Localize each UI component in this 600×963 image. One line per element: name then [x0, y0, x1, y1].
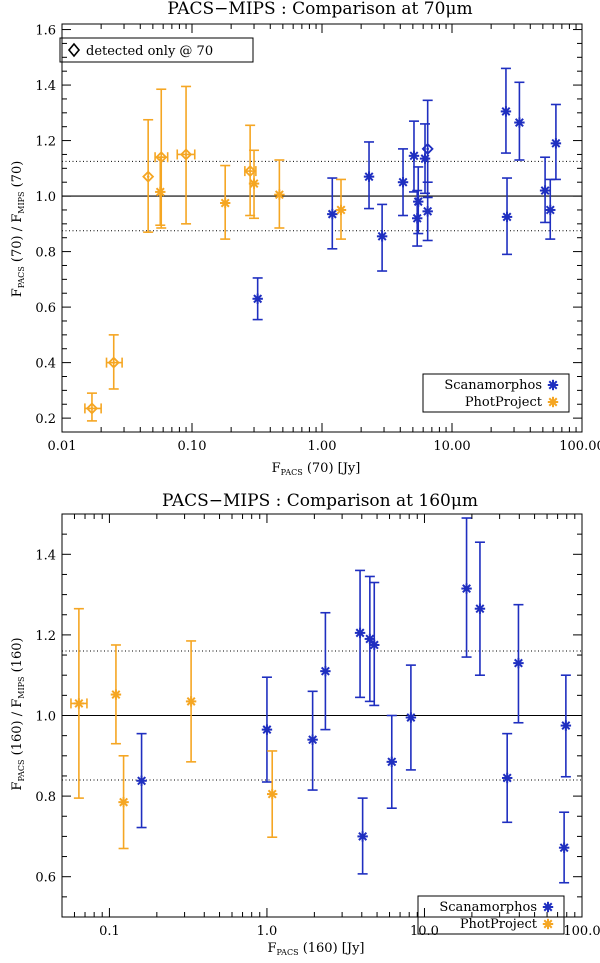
- plot-frame: [61, 23, 583, 433]
- y-tick-label: 1.4: [35, 79, 56, 94]
- x-tick-label: 0.01: [48, 439, 77, 454]
- x-axis-ticks: [61, 24, 583, 432]
- series-photproject: [155, 149, 347, 240]
- x-axis-ticks: [61, 514, 583, 917]
- data-point: [369, 581, 380, 707]
- legend-marker-scanamorphos: [547, 379, 559, 391]
- data-point: [267, 750, 278, 839]
- x-tick-label: 100.0: [563, 924, 600, 939]
- x-tick-label: 0.1: [99, 924, 120, 939]
- y-tick-label: 0.2: [35, 412, 56, 427]
- x-axis-label: FPACS (70) [Jy]: [272, 461, 361, 477]
- data-point: [274, 159, 285, 229]
- y-tick-label: 1.2: [35, 135, 56, 150]
- data-point: [70, 607, 88, 799]
- data-point: [335, 178, 347, 240]
- y-tick-label: 0.8: [35, 246, 56, 261]
- y-tick-label: 0.6: [35, 301, 56, 316]
- y-tick-label: 1.0: [35, 710, 56, 725]
- data-point: [514, 81, 525, 161]
- data-point: [176, 85, 196, 225]
- y-tick-label: 0.8: [35, 790, 56, 805]
- legend-marker-photproject: [542, 918, 554, 930]
- plot-area: [61, 23, 583, 433]
- chart-title: PACS−MIPS : Comparison at 70μm: [167, 0, 472, 19]
- x-tick-label: 1.0: [257, 924, 278, 939]
- data-point: [136, 732, 147, 829]
- chart-title: PACS−MIPS : Comparison at 160μm: [162, 491, 478, 511]
- series-scanamorphos: [136, 517, 572, 884]
- y-tick-label: 0.4: [35, 357, 56, 372]
- data-point: [110, 644, 122, 745]
- data-point: [539, 156, 551, 224]
- data-point: [386, 714, 397, 809]
- data-point: [320, 611, 331, 731]
- legend-label-scanamorphos: Scanamorphos: [444, 378, 542, 393]
- series-detected-only: [84, 85, 434, 422]
- data-point: [376, 203, 388, 272]
- y-tick-label: 1.0: [35, 190, 56, 205]
- legend: Scanamorphos PhotProject: [422, 373, 570, 413]
- data-point: [501, 177, 513, 256]
- x-tick-label: 10.0: [410, 924, 439, 939]
- data-point: [550, 103, 562, 181]
- x-tick-label: 1.00: [308, 439, 337, 454]
- data-point: [500, 67, 512, 154]
- data-point: [397, 148, 409, 217]
- x-tick-label: 0.10: [178, 439, 207, 454]
- chart-160um: PACS−MIPS : Comparison at 160μm FPACS (1…: [10, 491, 600, 957]
- detected-only-label: detected only @ 70: [86, 44, 213, 59]
- legend: Scanamorphos PhotProject: [417, 895, 565, 935]
- y-axis-label: FPACS (70) / FMIPS (70): [10, 161, 26, 298]
- data-point: [244, 124, 257, 217]
- detected-only-legend: detected only @ 70: [59, 37, 254, 63]
- data-point: [105, 334, 123, 390]
- data-point: [155, 156, 166, 227]
- data-point: [364, 575, 376, 703]
- data-point: [405, 664, 417, 771]
- y-tick-label: 0.6: [35, 871, 56, 886]
- y-tick-label: 1.2: [35, 629, 56, 644]
- data-point: [84, 392, 102, 422]
- x-tick-label: 100.00: [559, 439, 600, 454]
- data-point: [461, 517, 472, 658]
- data-point: [421, 99, 434, 199]
- data-point: [560, 674, 572, 778]
- data-point: [558, 811, 570, 884]
- data-point: [357, 797, 368, 875]
- data-point: [327, 177, 338, 250]
- legend-marker-photproject: [547, 396, 559, 408]
- x-tick-label: 10.00: [433, 439, 470, 454]
- data-point: [513, 603, 524, 724]
- data-point: [219, 164, 231, 240]
- y-axis-ticks: [62, 29, 582, 433]
- diamond-icon: [67, 42, 81, 58]
- data-point: [307, 690, 318, 791]
- legend-label-photproject: PhotProject: [460, 917, 538, 932]
- data-point: [118, 754, 129, 850]
- data-point: [185, 640, 197, 763]
- series-scanamorphos: [252, 67, 562, 321]
- data-point: [154, 88, 169, 229]
- legend-marker-scanamorphos: [542, 901, 554, 913]
- data-point: [363, 141, 375, 210]
- y-tick-label: 1.6: [35, 24, 56, 39]
- y-tick-label: 1.4: [35, 548, 56, 563]
- x-axis-label: FPACS (160) [Jy]: [268, 941, 365, 957]
- y-axis-label: FPACS (160) / FMIPS (160): [10, 637, 26, 790]
- data-point: [354, 569, 366, 699]
- series-photproject: [70, 607, 278, 850]
- chart-70um: PACS−MIPS : Comparison at 70μm FPACS (70…: [10, 0, 600, 477]
- legend-label-photproject: PhotProject: [465, 395, 543, 410]
- data-point: [413, 166, 424, 235]
- data-point: [261, 676, 273, 783]
- data-point: [545, 178, 556, 240]
- data-point: [252, 277, 263, 321]
- data-point: [142, 118, 155, 233]
- data-point: [474, 541, 486, 676]
- legend-label-scanamorphos: Scanamorphos: [439, 900, 537, 915]
- data-point: [501, 732, 513, 824]
